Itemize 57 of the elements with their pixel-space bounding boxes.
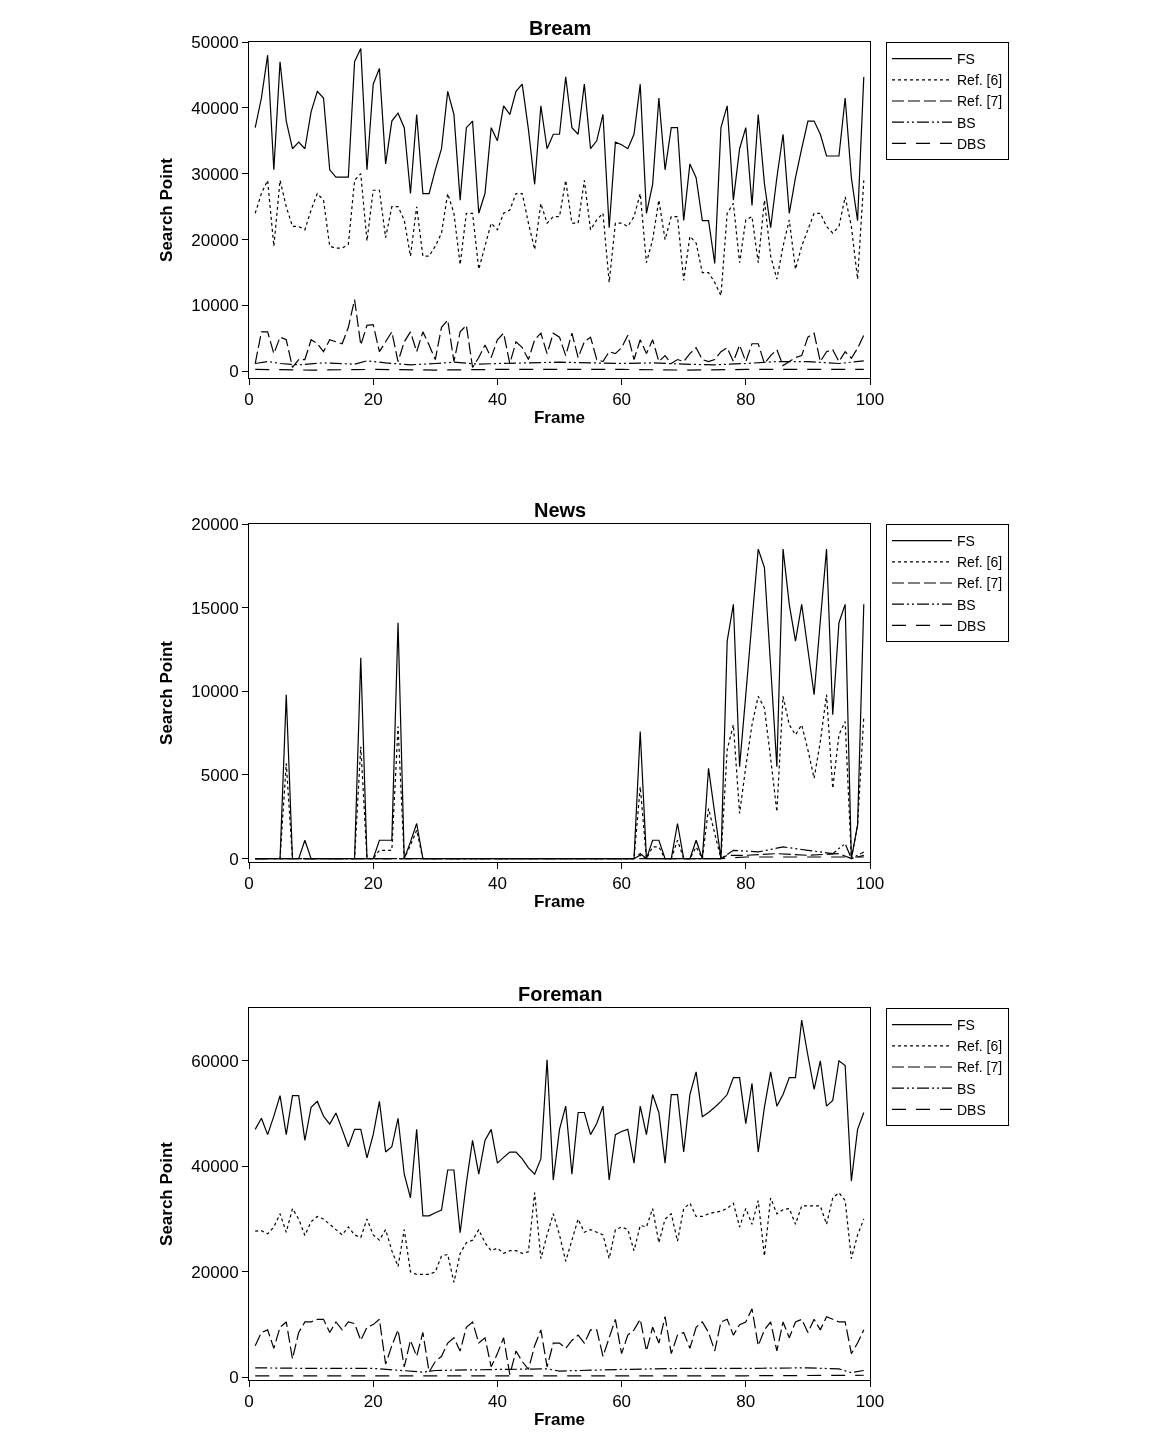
x-tick-label: 0 <box>244 390 254 410</box>
legend-label: DBS <box>957 1101 986 1118</box>
x-tick-label: 100 <box>855 874 885 894</box>
legend-label: BS <box>957 596 976 613</box>
y-axis-title: Search Point <box>156 157 176 262</box>
x-tick-label: 40 <box>487 390 507 410</box>
y-tick-label: 50000 <box>191 32 239 52</box>
chart-title: Bream <box>529 17 592 39</box>
x-tick-label: 80 <box>736 390 756 410</box>
x-tick-label: 60 <box>612 390 632 410</box>
legend-label: FS <box>957 51 975 68</box>
y-tick-label: 40000 <box>191 1157 239 1177</box>
x-tick-label: 80 <box>736 1392 756 1412</box>
legend-label: Ref. [6] <box>957 72 1003 89</box>
legend-label: Ref. [7] <box>957 1059 1003 1076</box>
x-tick-label: 20 <box>363 390 383 410</box>
y-tick-label: 0 <box>229 362 239 382</box>
x-tick-label: 100 <box>855 390 885 410</box>
x-tick-label: 100 <box>855 1392 885 1412</box>
x-tick-label: 60 <box>612 1392 632 1412</box>
x-axis-title: Frame <box>533 407 586 427</box>
legend-label: BS <box>957 114 976 131</box>
x-tick-label: 20 <box>363 1392 383 1412</box>
y-tick-label: 30000 <box>191 164 239 184</box>
x-tick-label: 0 <box>244 1392 254 1412</box>
y-tick-label: 20000 <box>191 514 239 534</box>
x-tick-label: 40 <box>487 1392 507 1412</box>
y-tick-label: 10000 <box>191 682 239 702</box>
y-tick-label: 60000 <box>191 1051 239 1071</box>
legend-label: Ref. [7] <box>957 575 1003 592</box>
x-tick-label: 0 <box>244 874 254 894</box>
y-tick-label: 0 <box>229 1368 239 1388</box>
legend-label: DBS <box>957 617 986 634</box>
y-tick-label: 40000 <box>191 98 239 118</box>
x-axis-title: Frame <box>533 891 586 911</box>
legend-label: BS <box>957 1080 976 1097</box>
legend-label: Ref. [6] <box>957 554 1003 571</box>
y-tick-label: 20000 <box>191 230 239 250</box>
y-tick-label: 5000 <box>200 765 239 785</box>
x-tick-label: 80 <box>736 874 756 894</box>
chart-title: Foreman <box>518 983 603 1005</box>
y-tick-label: 0 <box>229 849 239 869</box>
legend-label: Ref. [7] <box>957 93 1003 110</box>
legend-label: FS <box>957 533 975 550</box>
legend-label: Ref. [6] <box>957 1038 1003 1055</box>
chart-title: News <box>534 499 587 521</box>
y-tick-label: 15000 <box>191 598 239 618</box>
y-tick-label: 20000 <box>191 1262 239 1282</box>
legend-label: FS <box>957 1017 975 1034</box>
x-tick-label: 20 <box>363 874 383 894</box>
x-tick-label: 40 <box>487 874 507 894</box>
legend-label: DBS <box>957 135 986 152</box>
y-axis-title: Search Point <box>156 640 176 745</box>
y-tick-label: 10000 <box>191 296 239 316</box>
x-tick-label: 60 <box>612 874 632 894</box>
y-axis-title: Search Point <box>156 1141 176 1246</box>
x-axis-title: Frame <box>533 1409 586 1429</box>
